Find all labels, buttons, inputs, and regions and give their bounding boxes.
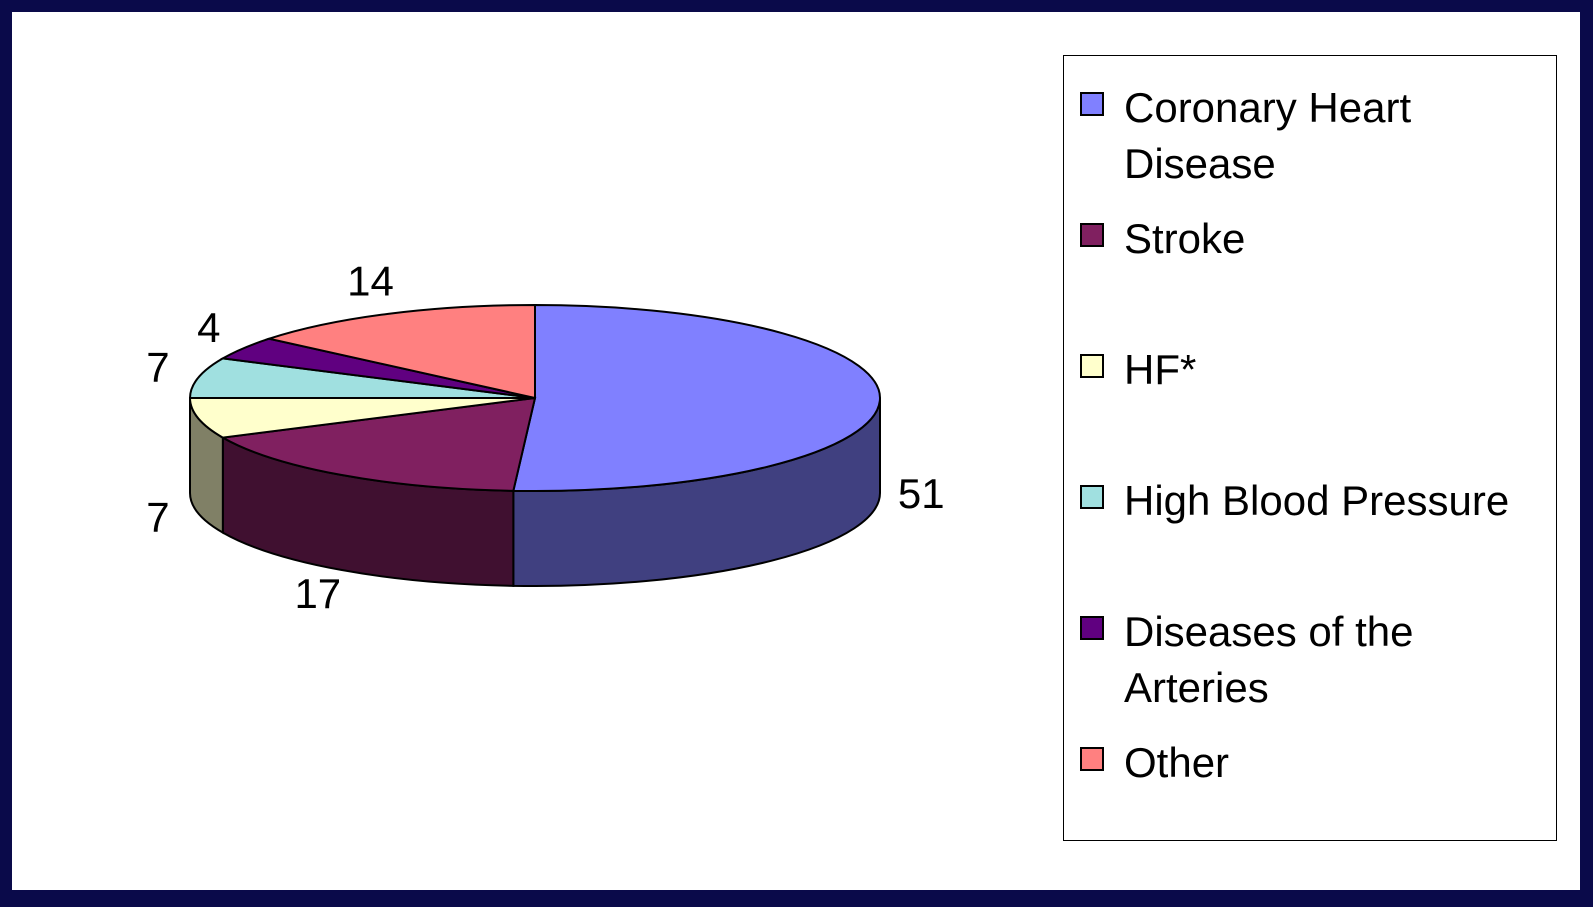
pie-slice <box>512 303 881 492</box>
legend-label: Stroke <box>1124 215 1246 262</box>
chart-area: 51 17 7 7 4 14 Coronary Heart Disease Stroke HF… <box>12 12 1580 890</box>
legend-swatch <box>1080 92 1104 116</box>
legend-label: HF* <box>1124 346 1197 393</box>
data-label: 51 <box>898 470 945 517</box>
data-label: 4 <box>197 304 220 351</box>
legend-swatch <box>1080 223 1104 247</box>
legend-label: Other <box>1124 739 1230 786</box>
data-label: 7 <box>146 344 169 391</box>
data-label: 17 <box>294 570 341 617</box>
data-label: 14 <box>347 257 394 304</box>
legend-swatch <box>1080 354 1104 378</box>
pie-slice <box>188 357 536 399</box>
pie-slice <box>265 303 536 400</box>
pie-slice <box>188 397 536 439</box>
legend: Coronary Heart Disease Stroke HF* High Bloo… <box>1063 55 1557 841</box>
legend-label: Coronary Heart Disease <box>1124 84 1412 187</box>
legend-label: Diseases of the Arteries <box>1124 608 1414 711</box>
data-label: 7 <box>146 493 169 540</box>
legend-swatch <box>1080 616 1104 640</box>
pie-slice <box>219 396 537 492</box>
legend-swatch <box>1080 747 1104 771</box>
legend-label: High Blood Pressure <box>1124 477 1510 524</box>
legend-swatch <box>1080 485 1104 509</box>
